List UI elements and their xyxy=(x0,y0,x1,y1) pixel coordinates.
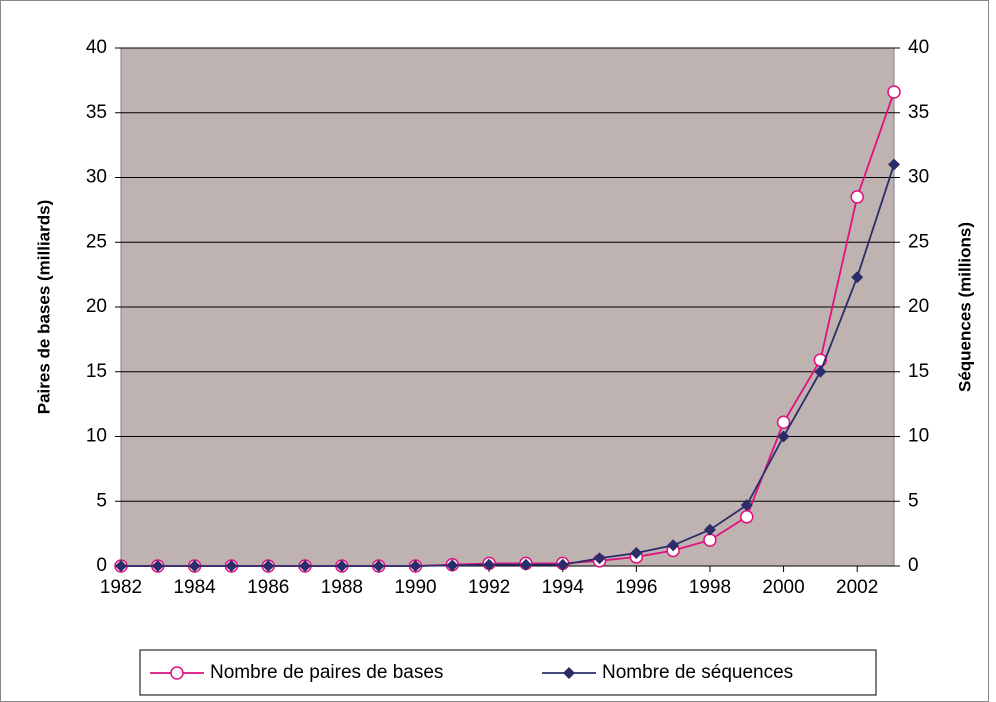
y2-tick-label: 25 xyxy=(908,231,929,252)
data-point xyxy=(519,558,532,571)
data-point xyxy=(299,560,312,572)
x-tick-label: 1998 xyxy=(689,577,731,598)
data-point xyxy=(372,560,385,572)
data-point xyxy=(667,539,680,552)
y-tick-label: 20 xyxy=(86,296,107,317)
data-point xyxy=(703,523,716,536)
x-tick-label: 1996 xyxy=(615,577,657,598)
legend-label: Nombre de paires de bases xyxy=(210,662,443,683)
y2-tick-label: 35 xyxy=(908,102,929,123)
y-tick-label: 0 xyxy=(96,555,107,576)
x-tick-label: 1990 xyxy=(394,577,436,598)
data-point xyxy=(888,158,900,171)
y2-tick-label: 5 xyxy=(908,490,919,511)
x-tick-label: 1992 xyxy=(468,577,510,598)
x-tick-label: 2000 xyxy=(762,577,804,598)
data-point xyxy=(703,533,717,547)
x-tick-label: 1982 xyxy=(100,577,142,598)
y2-axis-title: Séquences (millions) xyxy=(955,222,974,392)
y2-tick-label: 15 xyxy=(908,361,929,382)
y-tick-label: 40 xyxy=(86,37,107,58)
data-point xyxy=(262,560,275,572)
y2-tick-label: 20 xyxy=(908,296,929,317)
data-point xyxy=(887,85,901,99)
x-tick-label: 1988 xyxy=(321,577,363,598)
y2-tick-label: 40 xyxy=(908,37,929,58)
data-point xyxy=(850,190,864,204)
legend xyxy=(139,649,877,696)
data-point xyxy=(740,510,754,524)
data-point xyxy=(409,560,422,572)
data-point xyxy=(115,560,127,572)
data-point xyxy=(740,499,753,512)
data-point xyxy=(151,560,164,572)
y2-tick-label: 30 xyxy=(908,167,929,188)
y-tick-label: 15 xyxy=(86,361,107,382)
data-point xyxy=(593,552,606,565)
data-point xyxy=(776,415,791,430)
y2-tick-label: 10 xyxy=(908,426,929,447)
data-point xyxy=(225,560,238,572)
legend-marker xyxy=(563,667,575,679)
legend-marker xyxy=(170,666,184,680)
data-point xyxy=(630,547,643,560)
x-tick-label: 1984 xyxy=(173,577,216,598)
legend-label: Nombre de séquences xyxy=(602,662,793,683)
x-tick-label: 2002 xyxy=(836,577,878,598)
y2-tick-label: 0 xyxy=(908,555,919,576)
data-point xyxy=(446,559,459,572)
data-point xyxy=(851,271,864,284)
y-axis-title: Paires de bases (milliards) xyxy=(34,200,53,415)
data-point xyxy=(483,558,496,571)
data-point xyxy=(777,430,790,443)
y-tick-label: 30 xyxy=(86,167,107,188)
y-tick-label: 5 xyxy=(96,490,107,511)
data-point xyxy=(556,558,569,571)
x-tick-label: 1994 xyxy=(542,577,585,598)
x-tick-label: 1986 xyxy=(247,577,289,598)
y-tick-label: 25 xyxy=(86,231,107,252)
series-line xyxy=(121,164,895,567)
y-tick-label: 10 xyxy=(86,426,107,447)
data-point xyxy=(335,560,348,572)
data-point xyxy=(814,365,827,378)
y-tick-label: 35 xyxy=(86,102,107,123)
data-point xyxy=(188,560,201,572)
